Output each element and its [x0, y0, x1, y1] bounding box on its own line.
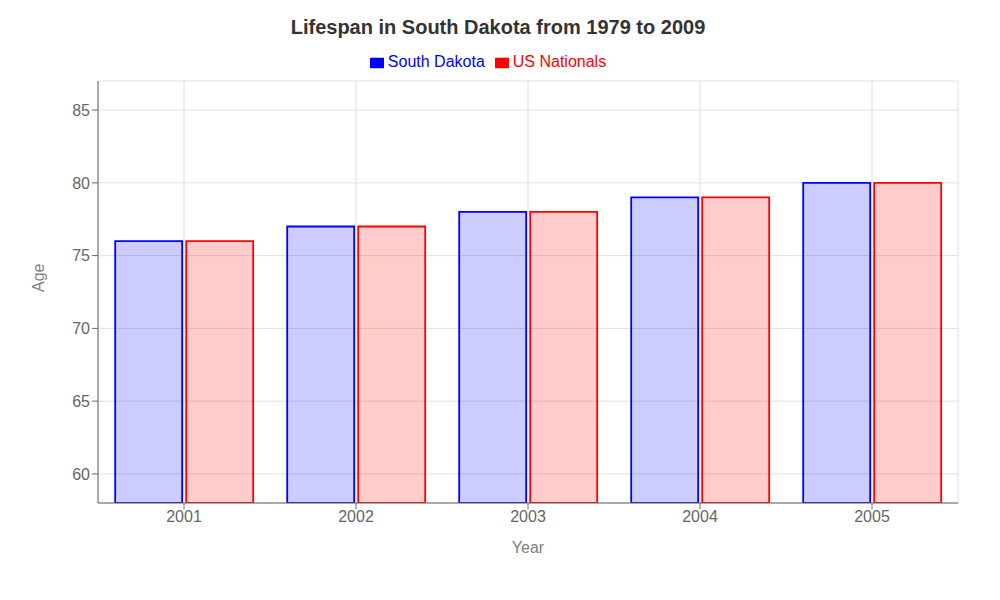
html-text:US Nationals: US Nationals [512, 53, 607, 70]
svg-text:2001: 2001 [166, 508, 202, 525]
svg-text:Age: Age [30, 263, 47, 292]
html-text:South Dakota: South Dakota [387, 53, 485, 70]
svg-text:70: 70 [72, 320, 90, 337]
svg-text:2002: 2002 [338, 508, 374, 525]
svg-text:60: 60 [72, 466, 90, 483]
svg-text:2005: 2005 [854, 508, 890, 525]
html-text:Lifespan in South Dakota from: Lifespan in South Dakota from 1979 to 20… [290, 16, 706, 38]
svg-text:Year: Year [512, 539, 545, 556]
svg-text:65: 65 [72, 393, 90, 410]
svg-text:80: 80 [72, 175, 90, 192]
svg-text:75: 75 [72, 247, 90, 264]
svg-text:85: 85 [72, 102, 90, 119]
svg-text:2004: 2004 [682, 508, 718, 525]
svg-text:2003: 2003 [510, 508, 546, 525]
